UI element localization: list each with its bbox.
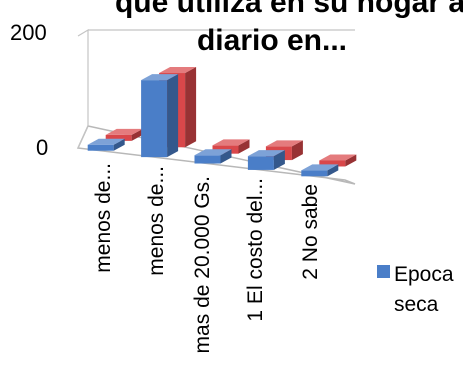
bar-epoca-seca-2 (141, 74, 179, 158)
y-tick-0: 0 (36, 135, 48, 160)
bar-epoca-seca-1 (87, 138, 125, 151)
legend-label-line1: Epoca (394, 263, 454, 286)
category-labels: menos de... menos de... mas de 20.000 Gs. 1… (92, 163, 322, 353)
chart-side-wall (77, 28, 89, 149)
y-tick-200: 200 (10, 20, 47, 45)
category-label-3: mas de 20.000 Gs. (191, 176, 214, 353)
bar-series-2-1 (105, 128, 143, 141)
chart-title-line2: diario en... (197, 24, 347, 57)
category-label-1: menos de... (92, 163, 115, 273)
category-label-2: menos de... (145, 166, 168, 276)
category-label-4: 1 El costo del... (244, 178, 267, 322)
bar-series-2-5 (319, 154, 357, 167)
chart-bars (87, 67, 357, 177)
legend-label-line2: seca (394, 293, 439, 316)
legend-swatch (377, 265, 390, 278)
bar-epoca-seca-4 (247, 150, 285, 170)
bar-epoca-seca-5 (301, 164, 339, 177)
category-label-5: 2 No sabe (299, 184, 322, 280)
bar-epoca-seca-3 (194, 149, 232, 164)
chart-title-line1: que utiliza en su hogar a (115, 0, 463, 19)
